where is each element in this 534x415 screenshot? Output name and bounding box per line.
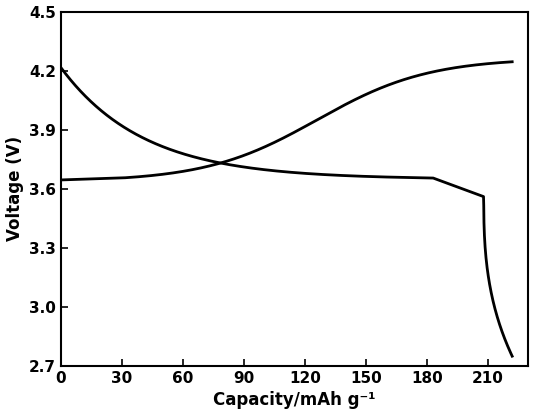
X-axis label: Capacity/mAh g⁻¹: Capacity/mAh g⁻¹ (214, 391, 376, 410)
Y-axis label: Voltage (V): Voltage (V) (5, 136, 23, 242)
